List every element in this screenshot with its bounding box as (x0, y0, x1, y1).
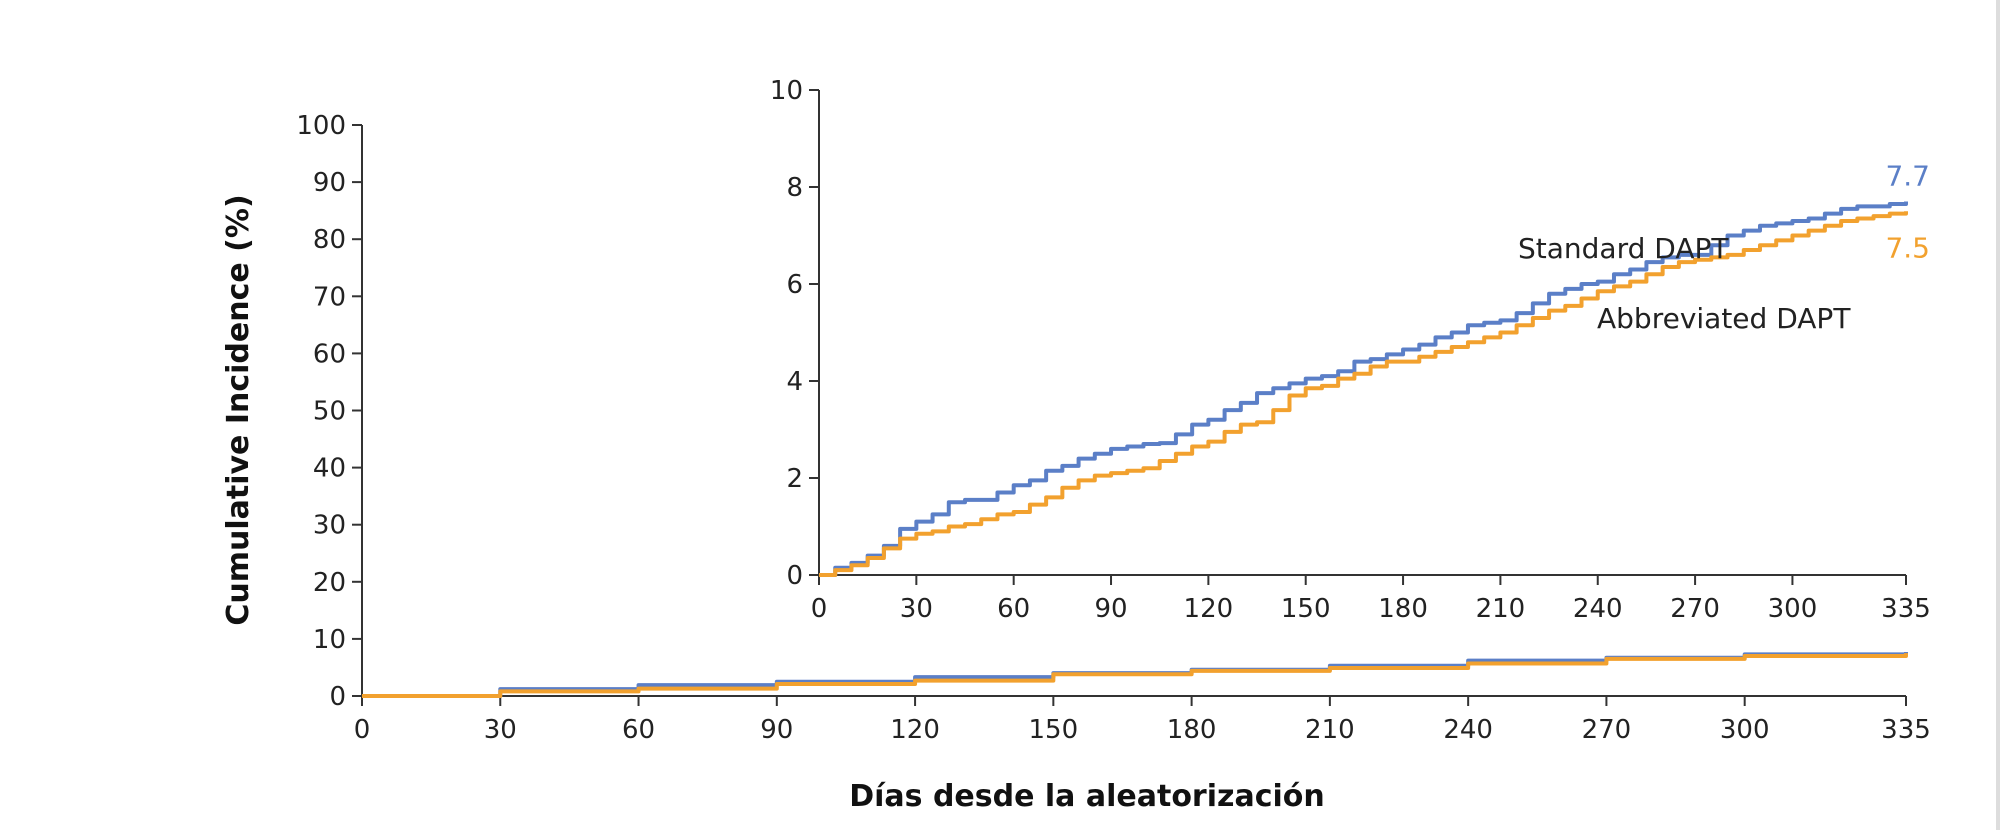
main-x-tick-label: 240 (1443, 715, 1493, 745)
main-y-tick-label: 20 (313, 568, 346, 598)
main-plot: 0 30 60 90 120 150 180 210 240 270 300 335010203040… (296, 111, 1930, 745)
inset-x-tick-label: 90 (1094, 594, 1127, 624)
main-x-tick-label: 90 (760, 715, 793, 745)
inset-y-tick-label: 2 (786, 464, 803, 494)
inset-series-abbreviated-dapt (819, 211, 1908, 577)
main-x-tick-label: 210 (1305, 715, 1355, 745)
main-x-tick-label: 30 (484, 715, 517, 745)
series-label-abbreviated-dapt: Abbreviated DAPT (1597, 302, 1851, 335)
x-axis-title: Días desde la aleatorización (849, 779, 1325, 814)
inset-x-tick-label: 335 (1881, 594, 1931, 624)
inset-plot: 0 30 60 90 120 150 180 210 240 270 300 335 0 2 4 6 8 10 7.… (770, 76, 1931, 624)
inset-x-tick-label: 60 (997, 594, 1030, 624)
inset-y-tick-label: 4 (786, 367, 803, 397)
main-x-tick-label: 60 (622, 715, 655, 745)
main-y-tick-label: 70 (313, 282, 346, 312)
inset-x-tick-label: 240 (1573, 594, 1623, 624)
panel-edge (1996, 0, 2000, 830)
main-x-tick-label: 120 (890, 715, 940, 745)
inset-x-tick-label: 0 (811, 594, 828, 624)
main-y-tick-label: 30 (313, 511, 346, 541)
inset-y-tick-label: 10 (770, 76, 803, 106)
inset-x-tick-label: 30 (900, 594, 933, 624)
inset-y-tick-label: 6 (786, 270, 803, 300)
inset-end-label-abbreviated-dapt: 7.5 (1885, 231, 1930, 264)
inset-y-tick-label: 8 (786, 173, 803, 203)
inset-series-standard-dapt (819, 201, 1908, 577)
main-x-tick-label: 270 (1582, 715, 1632, 745)
main-y-tick-label: 80 (313, 225, 346, 255)
main-y-tick-label: 60 (313, 339, 346, 369)
inset-x-tick-label: 180 (1378, 594, 1428, 624)
main-y-tick-label: 50 (313, 397, 346, 427)
main-y-tick-label: 10 (313, 625, 346, 655)
main-y-tick-label: 0 (329, 682, 346, 712)
main-x-tick-label: 150 (1029, 715, 1079, 745)
main-x-tick-label: 300 (1720, 715, 1770, 745)
series-label-standard-dapt: Standard DAPT (1518, 232, 1729, 265)
inset-x-tick-label: 120 (1184, 594, 1234, 624)
main-y-tick-label: 40 (313, 454, 346, 484)
main-x-tick-label: 0 (354, 715, 371, 745)
main-x-tick-label: 180 (1167, 715, 1217, 745)
y-axis-title: Cumulative Incidence (%) (221, 194, 256, 625)
inset-end-label-standard-dapt: 7.7 (1885, 160, 1930, 193)
main-y-tick-label: 90 (313, 168, 346, 198)
inset-x-tick-label: 270 (1670, 594, 1720, 624)
main-x-tick-label: 335 (1881, 715, 1931, 745)
inset-x-tick-label: 150 (1281, 594, 1331, 624)
main-y-tick-label: 100 (296, 111, 346, 141)
inset-x-tick-label: 300 (1768, 594, 1818, 624)
inset-x-tick-label: 210 (1476, 594, 1526, 624)
main-series-abbreviated-dapt (362, 653, 1908, 698)
inset-y-tick-label: 0 (786, 561, 803, 591)
